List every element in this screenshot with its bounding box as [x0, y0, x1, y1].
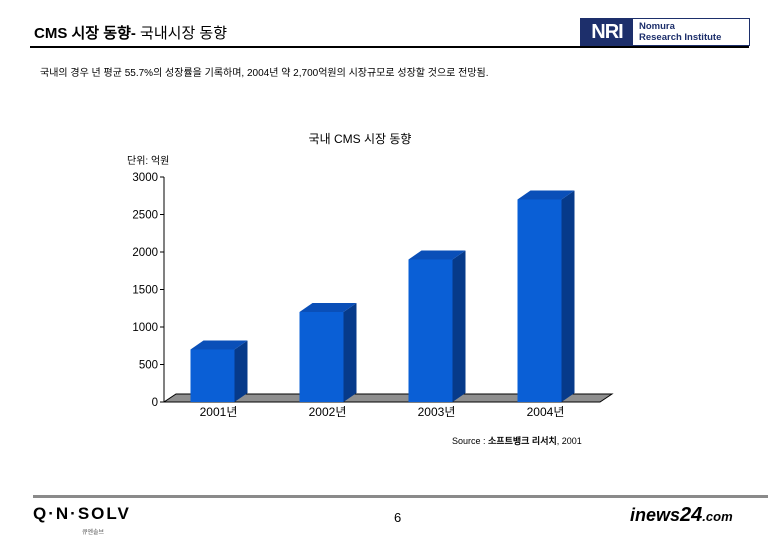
inews-i: i [630, 505, 636, 525]
y-tick-label: 1500 [132, 285, 158, 297]
bar-side [561, 190, 575, 402]
bar [299, 312, 344, 402]
bar-side [452, 250, 466, 402]
chart-floor [162, 393, 614, 403]
bar-side [234, 340, 248, 402]
y-tick-label: 500 [139, 360, 158, 372]
bar [190, 349, 235, 402]
source-note: Source : 소프트뱅크 리서치, 2001 [452, 434, 582, 447]
bar-top [408, 250, 466, 260]
x-tick-label: 2002년 [309, 405, 347, 419]
title-dash: - [130, 25, 141, 42]
bar-top [299, 303, 357, 312]
title-main: CMS 시장 동향 [34, 25, 131, 42]
x-tick-label: 2001년 [200, 405, 238, 419]
nri-logo-line1: Nomura [639, 21, 675, 32]
title-divider [30, 46, 749, 48]
y-tick-label: 0 [152, 397, 158, 409]
y-tick-label: 2000 [132, 247, 158, 259]
nri-logo-mark: NRI [581, 19, 633, 45]
bar-top [517, 190, 575, 200]
source-year: , 2001 [556, 436, 582, 446]
chart-title: 국내 CMS 시장 동향 [308, 132, 412, 146]
y-tick-label: 3000 [132, 172, 158, 184]
source-name: 소프트뱅크 리서치 [488, 436, 557, 446]
x-tick-label: 2003년 [418, 405, 456, 419]
page-title: CMS 시장 동향- 국내시장 동향 [34, 22, 227, 43]
unit-label: 단위: 억원 [127, 156, 170, 167]
inews-24: 24 [680, 504, 703, 526]
inews-dotcom: .com [702, 509, 733, 524]
summary-text: 국내의 경우 년 평균 55.7%의 성장률을 기록하며, 2004년 약 2,… [40, 68, 489, 79]
inews-news: news [635, 505, 681, 525]
y-tick-label: 1000 [132, 322, 158, 334]
source-prefix: Source : [452, 436, 489, 446]
nri-logo-text: Nomura Research Institute [633, 21, 721, 43]
qnsolv-logo-sub: 큐엔솔브 [82, 530, 105, 536]
inews24-logo: inews24.com [630, 504, 733, 527]
bar-top [190, 340, 248, 350]
bar-side [343, 303, 357, 402]
footer-divider [33, 495, 768, 498]
bar [408, 259, 453, 402]
title-sub: 국내시장 동향 [140, 25, 228, 42]
bar [517, 199, 562, 402]
nri-logo-line2: Research Institute [639, 32, 722, 43]
y-tick-label: 2500 [132, 210, 158, 222]
page-number: 6 [394, 510, 402, 525]
nri-logo: NRI Nomura Research Institute [580, 18, 750, 46]
qnsolv-logo: Q·N·SOLV [33, 504, 131, 523]
x-tick-label: 2004년 [527, 405, 565, 419]
